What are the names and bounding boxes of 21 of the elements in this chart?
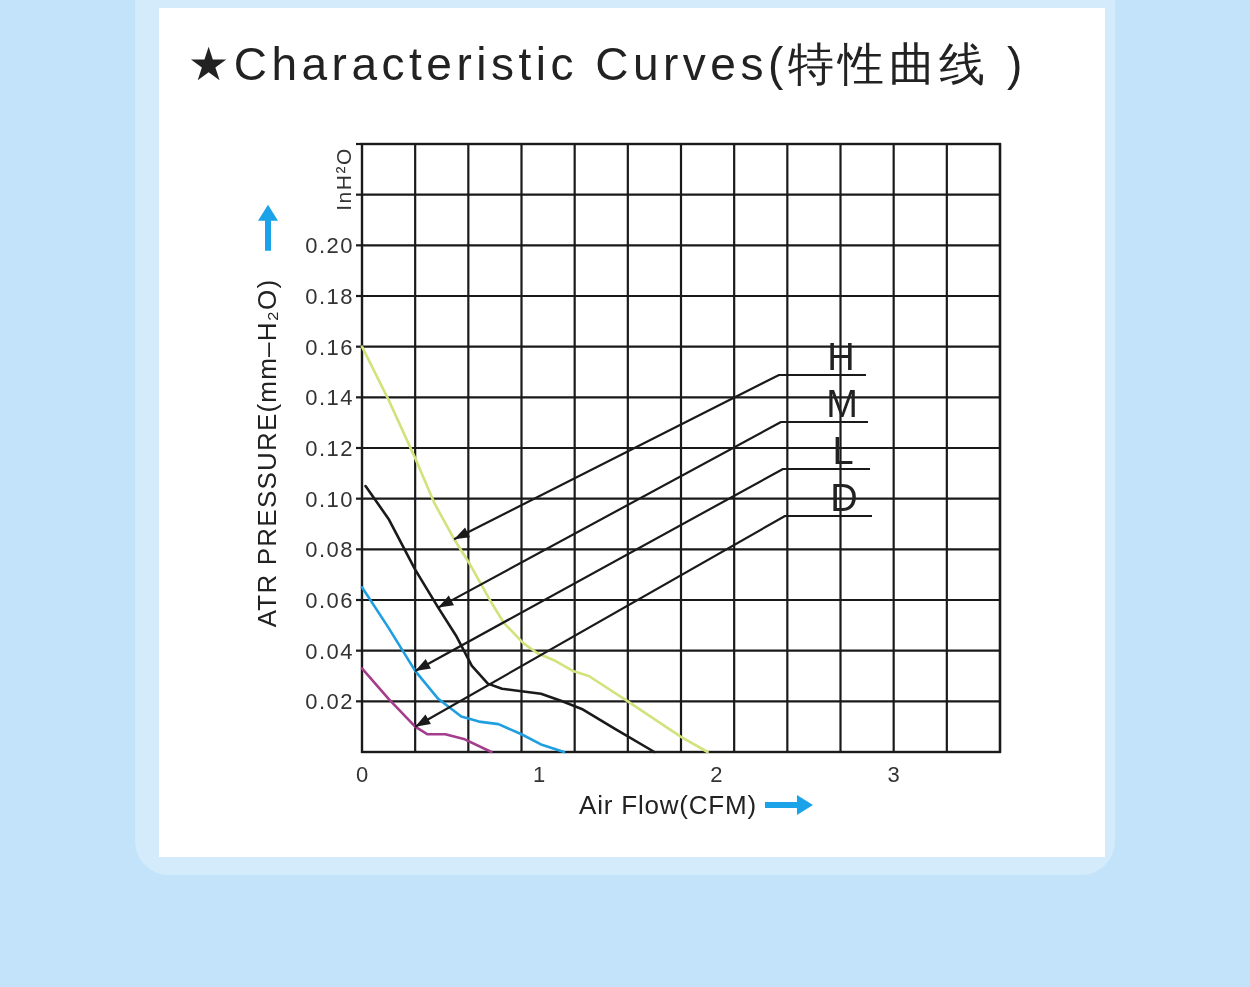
y-tick-label: 0.16 xyxy=(305,334,354,360)
y-tick-label: 0.10 xyxy=(305,486,354,512)
y-tick-label: 0.04 xyxy=(305,638,354,664)
y-tick-label: 0.18 xyxy=(305,284,354,309)
line-series xyxy=(360,667,493,754)
y-tick-label: 0.08 xyxy=(305,537,354,563)
x-axis-title: Air Flow(CFM) xyxy=(579,790,757,820)
chart-title: ★Characteristic Curves(特性曲线 ) xyxy=(188,38,1027,90)
y-tick-label: 0.06 xyxy=(305,588,354,613)
x-tick-label: 2 xyxy=(710,762,723,787)
y-tick-label: 0.12 xyxy=(305,436,354,461)
x-tick-label: 0 xyxy=(355,762,369,787)
y-tick-label: 0.02 xyxy=(305,689,354,715)
line-series xyxy=(360,586,566,754)
text: InH²O xyxy=(332,147,355,211)
x-tick-label: 3 xyxy=(887,762,900,787)
x-tick-label: 1 xyxy=(533,762,546,787)
y-tick-label: 0.20 xyxy=(305,233,354,259)
line-series xyxy=(360,345,709,754)
y-axis-title: ATR PRESSURE(mm–H₂O) xyxy=(252,278,282,628)
y-tick-label: 0.14 xyxy=(305,385,354,411)
